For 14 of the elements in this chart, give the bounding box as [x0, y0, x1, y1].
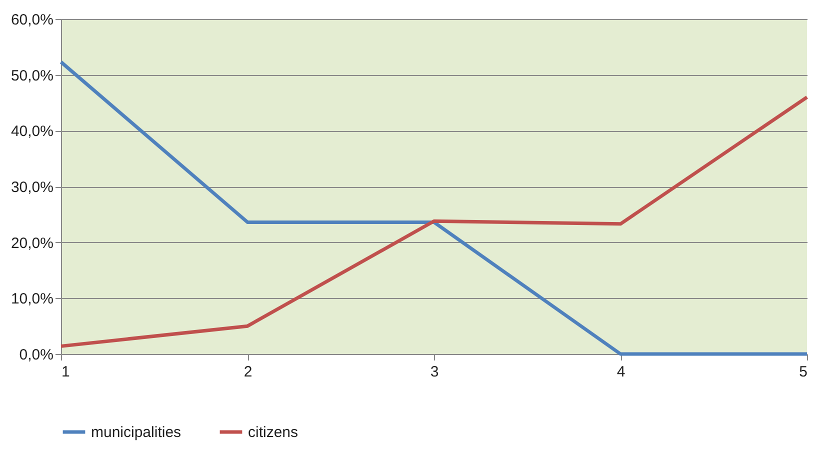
y-tick-label: 30,0%	[10, 179, 54, 196]
x-tick-label: 2	[244, 364, 252, 380]
legend-label: citizens	[248, 424, 298, 441]
x-tick-label: 1	[62, 364, 70, 380]
y-tick-label: 40,0%	[10, 123, 54, 140]
x-tick-label: 5	[799, 364, 808, 380]
x-tick-label: 3	[430, 364, 439, 380]
x-tick-label: 4	[616, 364, 626, 380]
legend-label: municipalities	[91, 424, 182, 441]
y-tick-label: 20,0%	[10, 234, 54, 252]
y-tick-label: 10,0%	[10, 290, 54, 308]
y-tick-label: 0,0%	[19, 346, 54, 364]
y-tick-label: 60,0%	[10, 12, 54, 28]
y-tick-label: 50,0%	[10, 67, 54, 84]
